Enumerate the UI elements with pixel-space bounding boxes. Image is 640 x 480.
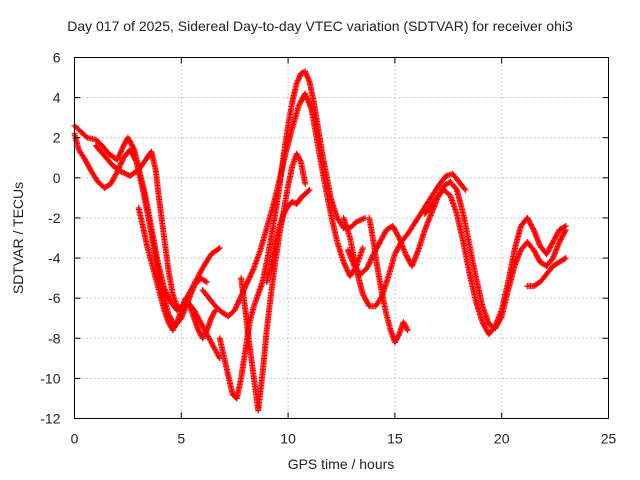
data-point-marker: [215, 245, 222, 252]
plot-frame: [74, 57, 609, 419]
axes: 0 5 10 15 20 25 -12 -10 -8 -6 -4 -2 0 2 4 6: [40, 50, 616, 447]
data-point-marker: [462, 186, 469, 193]
x-tick-label: 15: [387, 431, 403, 447]
data-point-marker: [395, 332, 402, 339]
data-point-marker: [173, 320, 180, 327]
y-tick-label: 4: [53, 90, 61, 106]
series-track: [216, 68, 368, 402]
data-point-marker: [216, 245, 223, 252]
series-track: [340, 170, 469, 310]
y-tick-label: -4: [48, 250, 61, 266]
series-track: [344, 178, 569, 332]
data-point-marker: [203, 328, 210, 335]
data-point-marker: [302, 180, 309, 187]
data-points: [71, 68, 569, 414]
x-axis-label: GPS time / hours: [287, 456, 395, 472]
y-tick-label: 2: [53, 130, 61, 146]
y-tick-label: -8: [48, 330, 61, 346]
y-tick-label: -6: [48, 290, 61, 306]
data-point-marker: [211, 308, 218, 315]
data-point-marker: [562, 255, 569, 262]
series-track: [421, 186, 569, 338]
data-point-marker: [202, 278, 209, 285]
y-tick-label: -10: [40, 370, 60, 386]
data-point-marker: [395, 233, 402, 240]
data-point-marker: [297, 157, 304, 164]
x-tick-label: 10: [280, 431, 296, 447]
data-point-marker: [404, 325, 411, 332]
series-track: [524, 255, 569, 290]
data-point-marker: [530, 225, 537, 232]
y-tick-label: 6: [53, 50, 61, 66]
data-point-marker: [306, 186, 313, 193]
data-point-marker: [203, 279, 210, 286]
y-tick-label: -12: [40, 411, 60, 427]
data-point-marker: [461, 185, 468, 192]
data-point-marker: [305, 187, 312, 194]
series-track: [135, 204, 219, 342]
data-point-marker: [561, 223, 568, 230]
y-tick-label: 0: [53, 170, 61, 186]
data-point-marker: [404, 327, 411, 334]
data-point-marker: [561, 255, 568, 262]
y-tick-label: -2: [48, 210, 61, 226]
data-point-marker: [562, 222, 569, 229]
series-track: [238, 150, 309, 414]
x-tick-label: 25: [601, 431, 617, 447]
data-point-marker: [186, 301, 193, 308]
x-tick-label: 0: [71, 431, 79, 447]
x-tick-label: 20: [494, 431, 510, 447]
series-track: [366, 214, 411, 346]
data-point-marker: [130, 145, 137, 152]
data-point-marker: [359, 245, 366, 252]
data-point-marker: [132, 157, 139, 164]
x-tick-label: 5: [177, 431, 185, 447]
series-track: [263, 186, 313, 286]
chart-title: Day 017 of 2025, Sidereal Day-to-day VTE…: [67, 18, 573, 34]
